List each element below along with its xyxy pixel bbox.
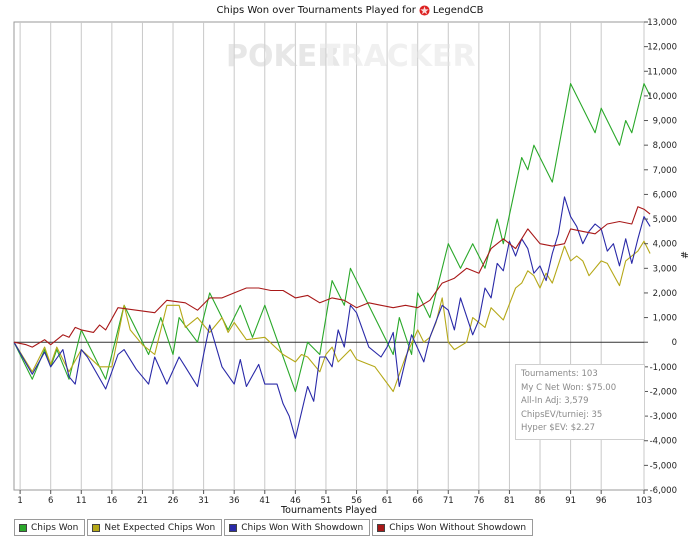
y-tick-label: -6,000 [650, 486, 677, 496]
y-tick-label: 3,000 [653, 264, 677, 274]
legend-label-with-showdown: Chips Won With Showdown [241, 522, 364, 533]
y-tick-label: 5,000 [653, 215, 677, 225]
stats-box: Tournaments: 103 My C Net Won: $75.00 Al… [515, 364, 645, 440]
y-tick-label: 4,000 [653, 240, 677, 250]
series-line-chips-won-with-showdown [13, 196, 651, 439]
series-line-chips-won-without-showdown [13, 206, 651, 348]
x-tick-label: 66 [412, 496, 423, 506]
y-tick-label: 1,000 [653, 314, 677, 324]
chart-title: Chips Won over Tournaments Played for Le… [0, 5, 700, 16]
legend-swatch-with-showdown [229, 523, 238, 532]
x-tick-label: 96 [596, 496, 607, 506]
x-tick-label: 31 [198, 496, 209, 506]
x-tick-label: 81 [504, 496, 515, 506]
legend-label-chips-won: Chips Won [31, 522, 79, 533]
legend-label-net-expected: Net Expected Chips Won [104, 522, 216, 533]
y-axis-title: # [678, 251, 689, 259]
x-tick-label: 76 [473, 496, 484, 506]
x-tick-label: 21 [137, 496, 148, 506]
stat-net-won: My C Net Won: $75.00 [521, 382, 617, 393]
stat-chipsev: ChipsEV/turniej: 35 [521, 409, 603, 420]
y-tick-label: 7,000 [653, 166, 677, 176]
y-tick-label: 8,000 [653, 141, 677, 151]
y-tick-label: -2,000 [650, 387, 677, 397]
x-tick-label: 36 [229, 496, 240, 506]
x-tick-label: 46 [290, 496, 301, 506]
legend-swatch-without-showdown [377, 523, 386, 532]
y-tick-label: 9,000 [653, 117, 677, 127]
player-name: LegendCB [432, 5, 484, 16]
x-tick-label: 103 [636, 496, 652, 506]
y-tick-label: -4,000 [650, 437, 677, 447]
stat-tournaments: Tournaments: 103 [521, 369, 598, 379]
watermark-logo: POKER TRACKER [226, 39, 476, 74]
legend-swatch-net-expected [92, 523, 101, 532]
watermark-part2: TRACKER [320, 39, 476, 74]
x-tick-label: 16 [106, 496, 117, 506]
x-tick-label: 41 [259, 496, 270, 506]
y-tick-label: -5,000 [650, 461, 677, 471]
x-axis-title: Tournaments Played [280, 505, 377, 516]
legend-swatch-chips-won [19, 523, 27, 532]
y-tick-label: 10,000 [647, 92, 677, 102]
gridlines [19, 22, 645, 490]
y-tick-label: 13,000 [647, 18, 677, 28]
stat-allin-adj: All-In Adj: 3,579 [521, 396, 589, 406]
y-tick-label: 0 [672, 338, 677, 348]
stat-hyper-sev: Hyper $EV: $2.27 [521, 423, 596, 433]
legend-label-without-showdown: Chips Won Without Showdown [389, 522, 527, 533]
x-tick-label: 91 [565, 496, 576, 506]
y-ticks: -6,000 -5,000 -4,000 -3,000 -2,000 -1,000 0 1,0… [644, 18, 677, 496]
legend-item-without-showdown[interactable]: Chips Won Without Showdown [372, 519, 534, 536]
x-tick-label: 56 [351, 496, 362, 506]
y-tick-label: 11,000 [647, 67, 677, 77]
x-tick-label: 86 [535, 496, 546, 506]
pokerstars-logo-icon [419, 5, 430, 16]
y-tick-label: -3,000 [650, 412, 677, 422]
x-tick-label: 6 [48, 496, 53, 506]
x-ticks: 1 6 11 16 21 26 31 36 41 46 51 56 61 66 71 76 81 86 91 96 10… [17, 490, 652, 506]
series-lines [13, 83, 651, 439]
x-tick-label: 51 [321, 496, 332, 506]
legend: Chips Won Net Expected Chips Won Chips W… [14, 519, 534, 536]
x-tick-label: 1 [17, 496, 22, 506]
y-tick-label: 6,000 [653, 190, 677, 200]
y-tick-label: -1,000 [650, 363, 677, 373]
series-line-net-expected-chips-won [13, 240, 651, 393]
y-tick-label: 2,000 [653, 289, 677, 299]
legend-item-chips-won[interactable]: Chips Won [14, 519, 86, 536]
y-tick-label: 12,000 [647, 43, 677, 53]
legend-item-net-expected[interactable]: Net Expected Chips Won [87, 519, 223, 536]
x-tick-label: 26 [168, 496, 179, 506]
x-tick-label: 61 [382, 496, 393, 506]
x-tick-label: 11 [76, 496, 87, 506]
legend-item-with-showdown[interactable]: Chips Won With Showdown [224, 519, 371, 536]
watermark-part1: POKER [226, 39, 340, 74]
x-tick-label: 71 [443, 496, 454, 506]
chart-title-text: Chips Won over Tournaments Played for [216, 5, 416, 16]
